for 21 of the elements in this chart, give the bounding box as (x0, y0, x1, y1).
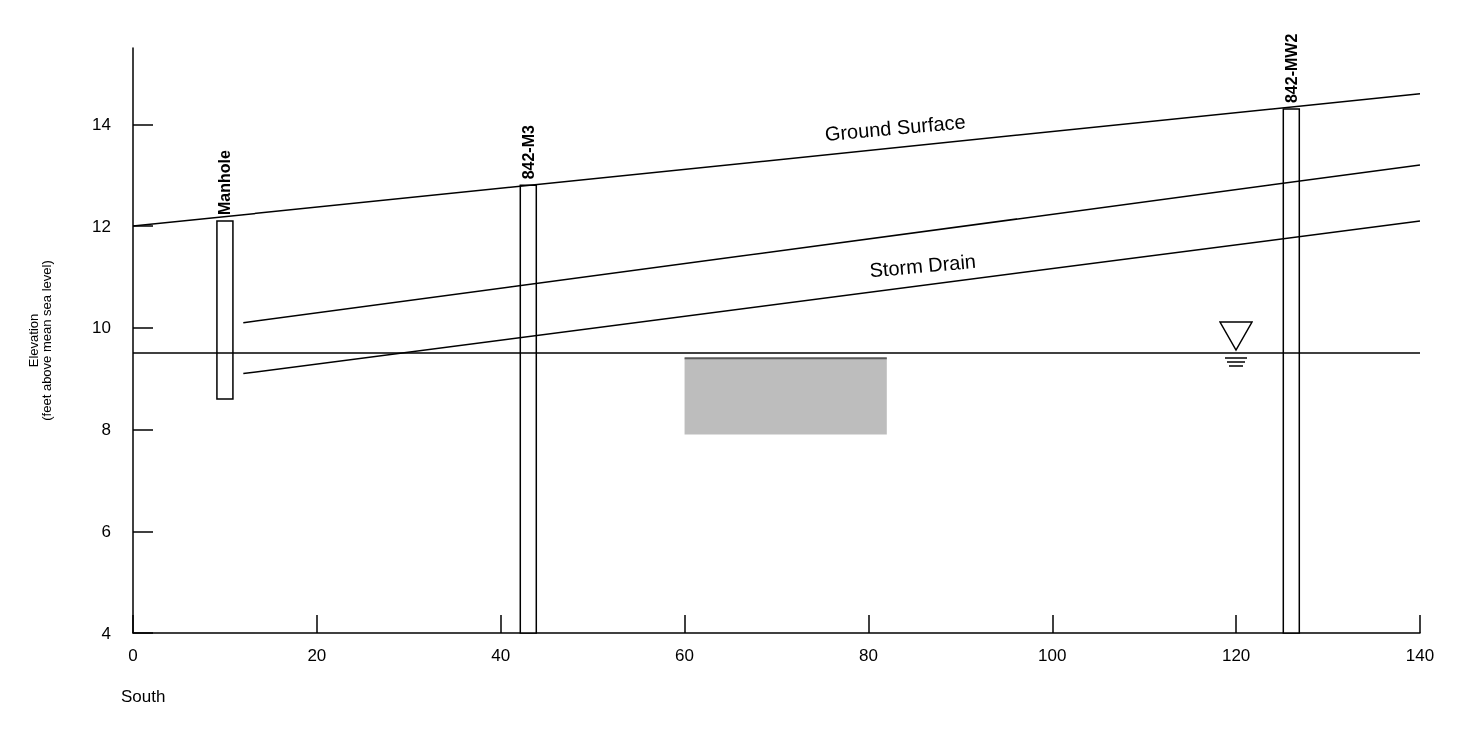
y-tick-label: 14 (92, 114, 111, 134)
annotation: 842-MW2 (1282, 33, 1300, 104)
y-tick-label: 12 (92, 216, 111, 236)
x-tick-label: 0 (128, 646, 138, 665)
y-axis-title: Elevation (feet above mean sea level) (26, 260, 54, 421)
annotation: Manhole (216, 149, 234, 215)
y-tick-label: 10 (92, 318, 111, 338)
y-tick-label: 4 (101, 623, 111, 643)
annotation: Ground Surface (823, 110, 967, 146)
y-tick-label: 6 (101, 521, 111, 541)
x-tick-label: 20 (307, 646, 327, 665)
x-axis-title: South (121, 687, 166, 706)
y-tick-label: 8 (101, 420, 111, 440)
x-tick-label: 140 (1405, 646, 1435, 665)
x-tick-label: 80 (858, 646, 878, 665)
annotation: 842-M3 (519, 125, 537, 180)
x-tick-label: 60 (675, 646, 695, 665)
annotation: Storm Drain (868, 249, 977, 282)
x-tick-label: 100 (1038, 646, 1067, 665)
x-tick-label: 120 (1221, 646, 1251, 665)
x-tick-label: 40 (491, 646, 511, 665)
